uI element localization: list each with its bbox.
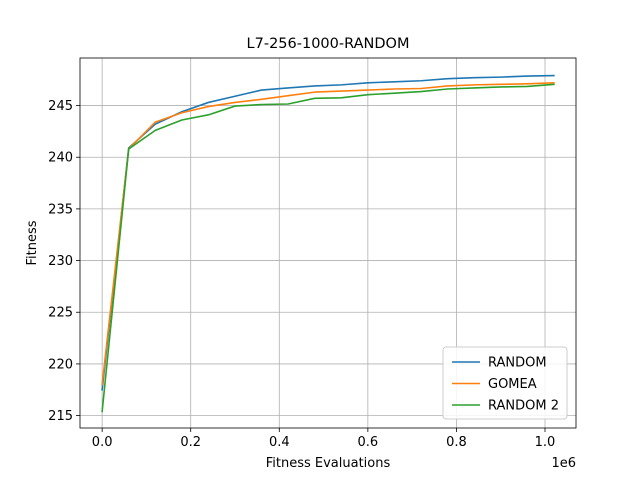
x-tick-label: 1.0 — [535, 435, 556, 450]
series-layer — [101, 74, 555, 413]
x-tick-label: 0.4 — [269, 435, 290, 450]
y-tick-label: 215 — [48, 409, 73, 424]
x-tick-label: 0.0 — [92, 435, 113, 450]
x-tick-label: 0.2 — [180, 435, 201, 450]
y-axis-label: Fitness — [25, 220, 40, 265]
y-tick-label: 235 — [48, 202, 73, 217]
x-axis-offset-label: 1e6 — [551, 456, 576, 471]
legend-label: GOMEA — [488, 377, 537, 392]
legend-box — [442, 346, 568, 420]
x-axis-ticks: 0.0 0.2 0.4 0.6 0.8 1.0 — [92, 428, 556, 450]
chart-title: L7-256-1000-RANDOM — [247, 36, 410, 52]
x-axis-label: Fitness Evaluations — [266, 456, 391, 471]
x-tick-label: 0.6 — [358, 435, 379, 450]
series-line-gomea — [101, 81, 555, 386]
x-tick-label: 0.8 — [446, 435, 467, 450]
legend-label: RANDOM — [488, 356, 547, 371]
y-axis-ticks: 215 220 225 230 235 240 245 — [48, 99, 80, 424]
y-tick-label: 230 — [48, 254, 73, 269]
legend: RANDOM GOMEA RANDOM 2 — [442, 346, 568, 420]
y-tick-label: 245 — [48, 99, 73, 114]
y-tick-label: 240 — [48, 151, 73, 166]
series-line-random-2 — [101, 83, 555, 413]
legend-label: RANDOM 2 — [488, 399, 559, 414]
y-tick-label: 225 — [48, 306, 73, 321]
plot-frame — [79, 57, 577, 429]
grid-lines — [80, 58, 576, 428]
y-tick-label: 220 — [48, 357, 73, 372]
